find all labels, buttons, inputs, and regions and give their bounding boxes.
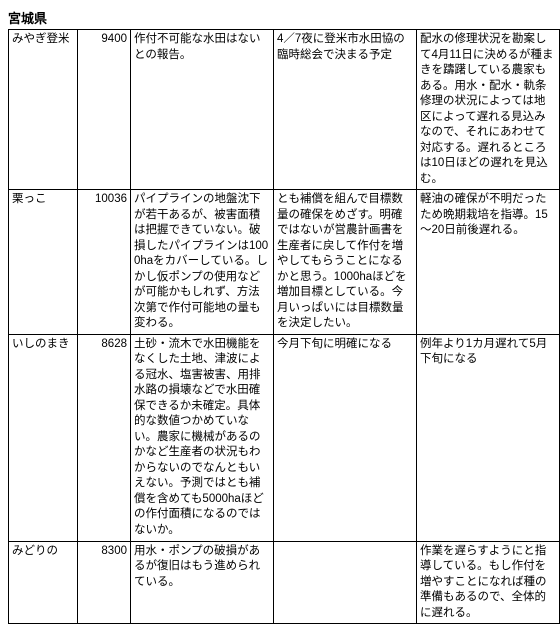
prefecture-header: 宮城県 bbox=[8, 8, 552, 27]
cell-name: みどりの bbox=[9, 541, 78, 624]
cell-number: 9400 bbox=[78, 30, 131, 190]
cell-b bbox=[274, 541, 417, 624]
cell-a: パイプラインの地盤沈下が若干あるが、被害面積は把握できていない。破損したパイプラ… bbox=[131, 190, 274, 335]
cell-a: 用水・ポンプの破損があるが復旧はもう進められている。 bbox=[131, 541, 274, 624]
table-row: みどりの 8300 用水・ポンプの破損があるが復旧はもう進められている。 作業を… bbox=[9, 541, 560, 624]
data-table: みやぎ登米 9400 作付不可能な水田はないとの報告。 4／7夜に登米市水田協の… bbox=[8, 29, 560, 624]
cell-name: 栗っこ bbox=[9, 190, 78, 335]
table-row: みやぎ登米 9400 作付不可能な水田はないとの報告。 4／7夜に登米市水田協の… bbox=[9, 30, 560, 190]
cell-name: みやぎ登米 bbox=[9, 30, 78, 190]
cell-name: いしのまき bbox=[9, 334, 78, 541]
cell-c: 配水の修理状況を勘案して4月11日に決めるが種まきを躊躇している農家もある。用水… bbox=[417, 30, 560, 190]
cell-a: 作付不可能な水田はないとの報告。 bbox=[131, 30, 274, 190]
cell-a: 土砂・流木で水田機能をなくした土地、津波による冠水、塩害被害、用排水路の損壊など… bbox=[131, 334, 274, 541]
cell-number: 8300 bbox=[78, 541, 131, 624]
cell-b: 今月下旬に明確になる bbox=[274, 334, 417, 541]
cell-number: 10036 bbox=[78, 190, 131, 335]
table-row: いしのまき 8628 土砂・流木で水田機能をなくした土地、津波による冠水、塩害被… bbox=[9, 334, 560, 541]
cell-b: とも補償を組んで目標数量の確保をめざす。明確ではないが営農計画書を生産者に戻して… bbox=[274, 190, 417, 335]
cell-number: 8628 bbox=[78, 334, 131, 541]
table-row: 栗っこ 10036 パイプラインの地盤沈下が若干あるが、被害面積は把握できていな… bbox=[9, 190, 560, 335]
cell-c: 軽油の確保が不明だったため晩期栽培を指導。15～20日前後遅れる。 bbox=[417, 190, 560, 335]
cell-c: 作業を遅らすようにと指導している。もし作付を増やすことになれば種の準備もあるので… bbox=[417, 541, 560, 624]
cell-c: 例年より1カ月遅れて5月下旬になる bbox=[417, 334, 560, 541]
cell-b: 4／7夜に登米市水田協の臨時総会で決まる予定 bbox=[274, 30, 417, 190]
